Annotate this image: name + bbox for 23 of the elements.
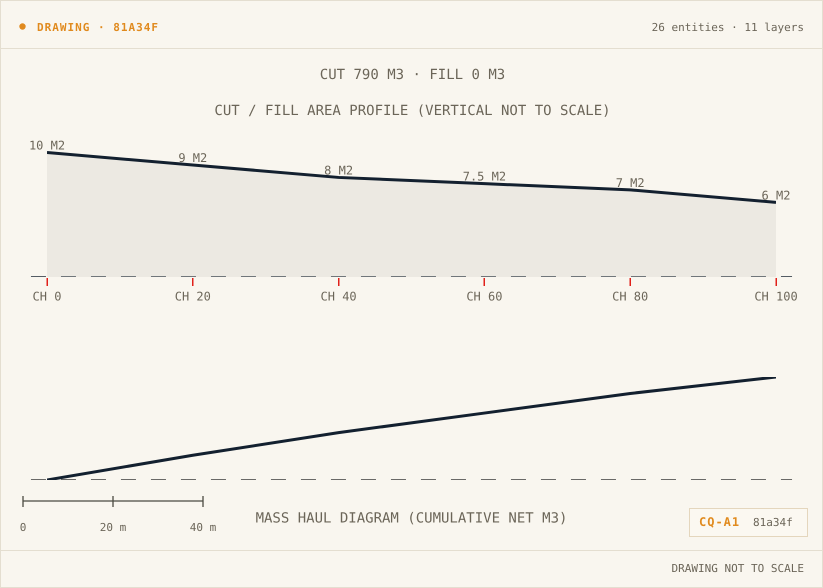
x-tick-label: CH 80 — [612, 289, 648, 304]
chart-subtitle: CUT / FILL AREA PROFILE (VERTICAL NOT TO SCALE) — [214, 103, 611, 119]
x-tick-label: CH 40 — [320, 289, 357, 304]
x-tick-label: CH 60 — [466, 289, 502, 304]
data-label: 7 M2 — [616, 176, 645, 190]
data-label: 6 M2 — [762, 188, 790, 202]
data-label: 7.5 M2 — [462, 170, 506, 184]
text: CQ-A1 — [699, 515, 740, 529]
x-tick-label: CH 0 — [32, 289, 62, 304]
text: 81a34f — [753, 516, 793, 529]
text: DRAWING NOT TO SCALE — [672, 562, 804, 575]
text: 20 m — [100, 521, 126, 534]
x-tick-label: CH 20 — [174, 289, 211, 304]
text: 0 — [20, 521, 26, 534]
text: 40 m — [190, 521, 216, 534]
x-axis-title: MASS HAUL DIAGRAM (CUMULATIVE NET M3) — [256, 510, 568, 526]
text: 26 entities · 11 layers — [652, 21, 804, 34]
data-label: 9 M2 — [178, 151, 208, 165]
x-tick-label: CH 100 — [754, 289, 798, 304]
chart-title: CUT 790 M3 · FILL 0 M3 — [320, 66, 506, 83]
data-label: 10 M2 — [28, 138, 66, 153]
data-label: 8 M2 — [324, 163, 354, 178]
text: DRAWING · 81A34F — [37, 21, 159, 34]
